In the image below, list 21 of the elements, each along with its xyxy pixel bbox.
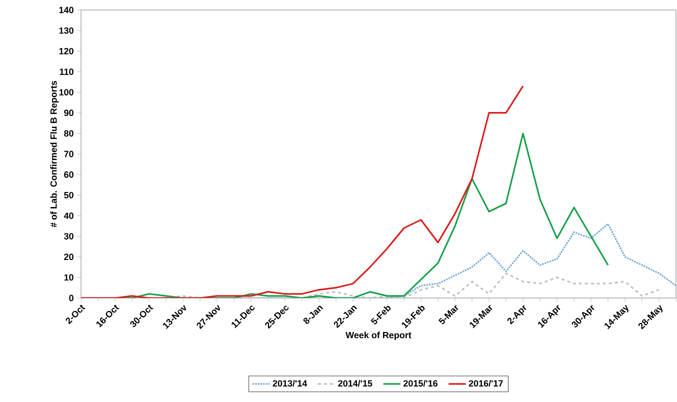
legend-label: 2015/'16 [403,380,438,387]
legend-label: 2014/'15 [338,380,372,387]
y-tick-label: 40 [64,212,74,219]
y-tick-label: 60 [64,171,74,178]
y-tick-label: 30 [64,233,74,240]
legend-label: 2013/'14 [272,380,308,387]
y-tick-label: 140 [59,6,74,14]
y-tick-label: 10 [64,274,74,281]
y-tick-label: 100 [59,89,74,96]
y-axis-title: # of Lab. Confirmed Flu B Reports [50,80,59,228]
x-axis-title: Week of Report [346,332,412,340]
y-tick-label: 90 [64,110,74,116]
y-tick-label: 130 [59,27,74,34]
y-tick-label: 20 [64,254,74,260]
y-tick-label: 0 [69,294,74,302]
y-tick-label: 80 [64,130,74,137]
y-tick-label: 110 [60,68,74,75]
legend-label: 2016/'17 [468,380,503,387]
y-tick-label: 70 [64,150,74,158]
y-tick-label: 50 [64,192,74,198]
y-tick-label: 120 [59,48,74,54]
